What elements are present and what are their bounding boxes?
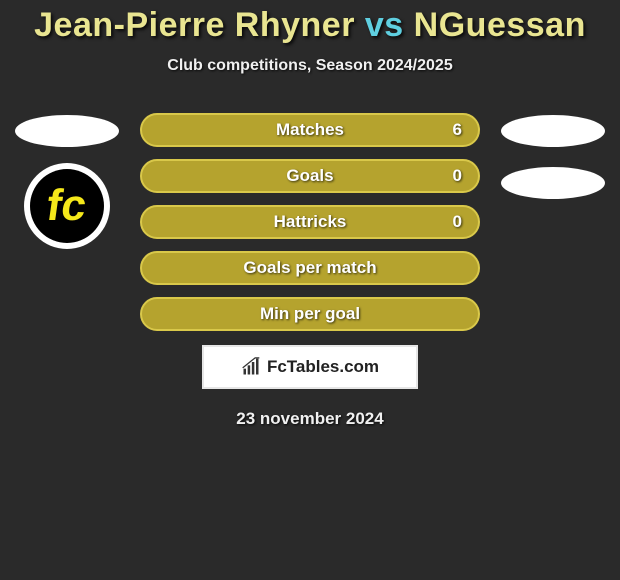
main-row: fc Matches 6 Goals 0 Hattricks 0 Goals p… (0, 113, 620, 331)
left-column: fc (12, 113, 122, 249)
stat-value: 0 (453, 212, 462, 232)
stat-label: Hattricks (274, 212, 347, 232)
page-title: Jean-Pierre Rhyner vs NGuessan (34, 6, 586, 45)
player2-name: NGuessan (414, 6, 586, 44)
site-name: FcTables.com (267, 357, 379, 377)
club-badge-inner: fc (30, 169, 104, 243)
player1-avatar-placeholder (15, 115, 119, 147)
stat-label: Matches (276, 120, 344, 140)
player2-club-placeholder (501, 167, 605, 199)
site-link[interactable]: FcTables.com (202, 345, 418, 389)
stat-bar-matches: Matches 6 (140, 113, 480, 147)
subtitle: Club competitions, Season 2024/2025 (167, 57, 452, 75)
stat-label: Goals (286, 166, 333, 186)
stat-value: 6 (453, 120, 462, 140)
stat-bar-hattricks: Hattricks 0 (140, 205, 480, 239)
right-column (498, 113, 608, 199)
stat-label: Goals per match (243, 258, 376, 278)
club-monogram: fc (44, 184, 89, 228)
club-badge: fc (24, 163, 110, 249)
player1-name: Jean-Pierre Rhyner (34, 6, 355, 44)
stat-bar-min-per-goal: Min per goal (140, 297, 480, 331)
stat-bar-goals: Goals 0 (140, 159, 480, 193)
comparison-card: Jean-Pierre Rhyner vs NGuessan Club comp… (0, 0, 620, 429)
stat-bar-goals-per-match: Goals per match (140, 251, 480, 285)
date-label: 23 november 2024 (236, 409, 383, 429)
stats-bars: Matches 6 Goals 0 Hattricks 0 Goals per … (140, 113, 480, 331)
vs-label: vs (365, 6, 404, 44)
player2-avatar-placeholder (501, 115, 605, 147)
stat-label: Min per goal (260, 304, 360, 324)
chart-icon (241, 357, 261, 377)
stat-value: 0 (453, 166, 462, 186)
